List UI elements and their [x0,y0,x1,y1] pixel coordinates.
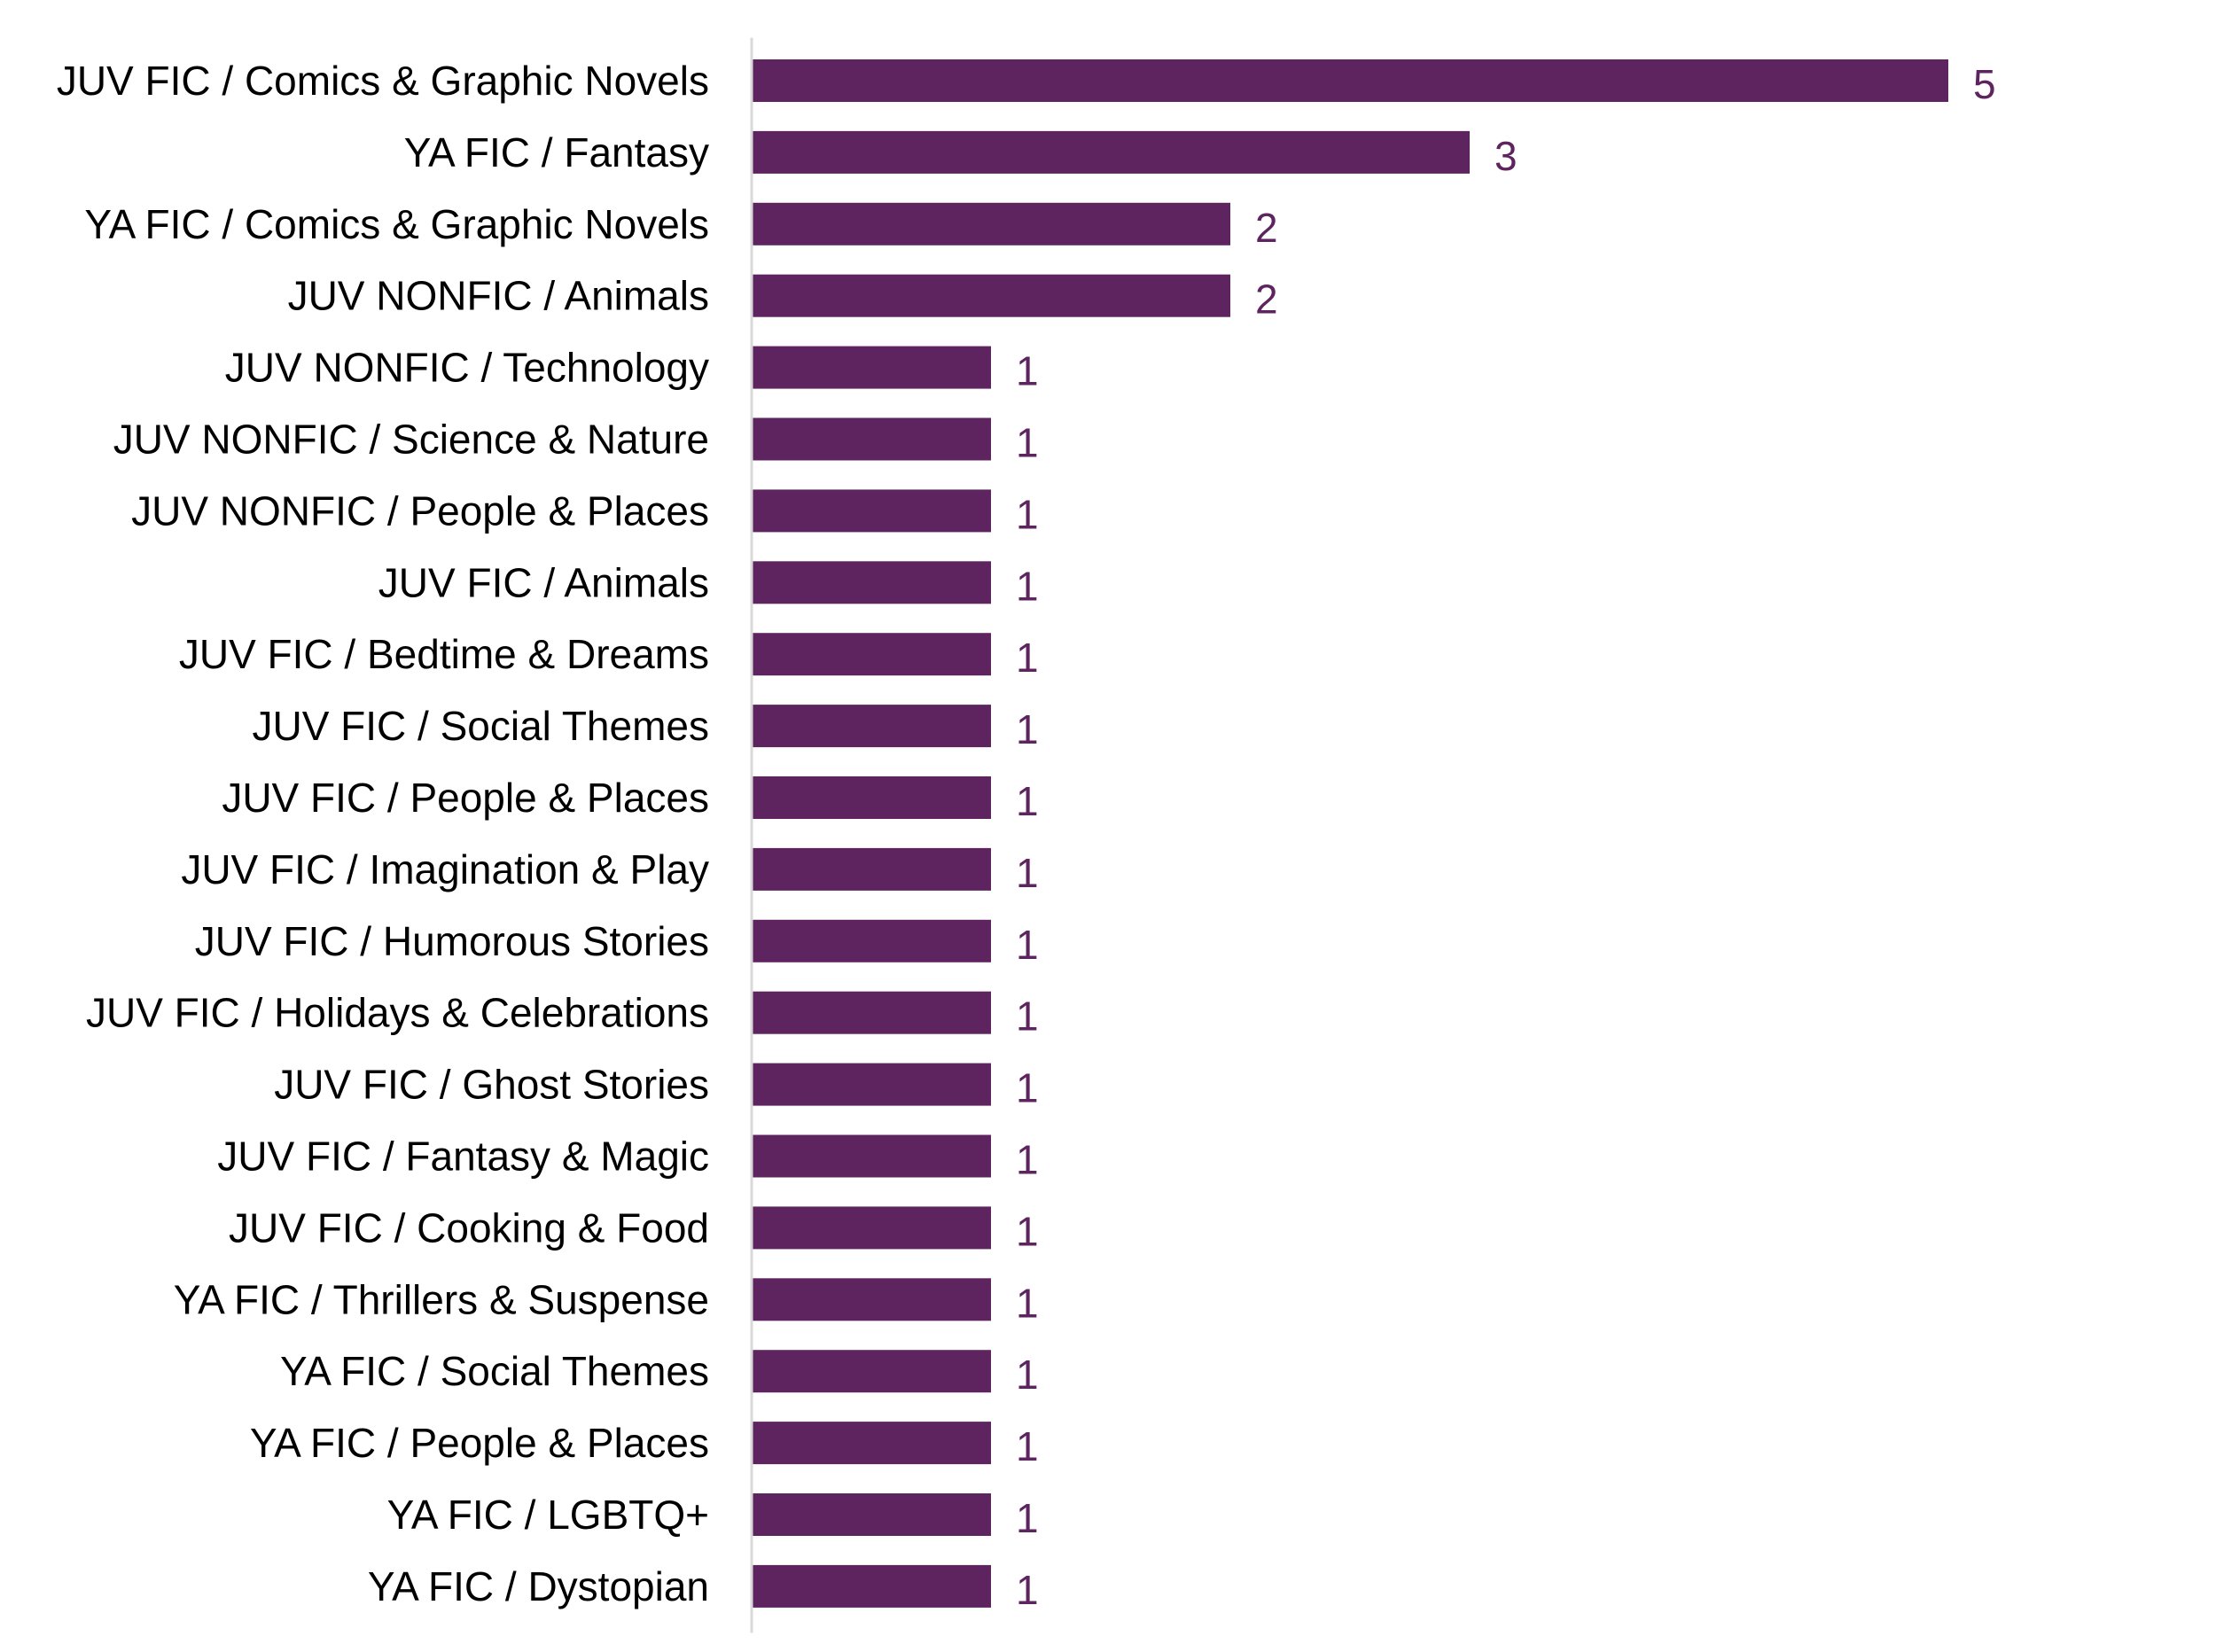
category-label-8: JUV FIC / Bedtime & Dreams [179,631,709,677]
category-label-7: JUV FIC / Animals [378,559,709,605]
bar-8 [752,633,991,676]
bar-16 [752,1206,991,1250]
bar-19 [752,1422,991,1465]
value-label-10: 1 [1016,778,1039,824]
category-label-21: YA FIC / Dystopian [368,1563,709,1609]
bar-4 [752,346,991,389]
value-label-7: 1 [1016,563,1039,609]
category-label-1: YA FIC / Fantasy [404,129,709,175]
value-label-4: 1 [1016,348,1039,394]
category-label-9: JUV FIC / Social Themes [252,703,709,749]
bar-17 [752,1278,991,1321]
category-label-16: JUV FIC / Cooking & Food [229,1204,709,1251]
value-label-15: 1 [1016,1137,1039,1183]
value-label-12: 1 [1016,922,1039,968]
category-label-12: JUV FIC / Humorous Stories [195,918,709,964]
value-label-13: 1 [1016,994,1039,1040]
bar-2 [752,202,1230,245]
category-label-19: YA FIC / People & Places [250,1420,709,1466]
category-label-3: JUV NONFIC / Animals [288,273,709,319]
bar-0 [752,59,1948,102]
category-label-17: YA FIC / Thrillers & Suspense [174,1276,709,1322]
value-label-1: 3 [1494,133,1518,179]
bar-20 [752,1493,991,1536]
category-labels-layer: JUV FIC / Comics & Graphic Novels YA FIC … [57,58,709,1609]
bar-11 [752,847,991,891]
value-label-5: 1 [1016,420,1039,466]
category-label-4: JUV NONFIC / Technology [225,345,709,391]
category-label-6: JUV NONFIC / People & Places [131,487,709,534]
bar-5 [752,417,991,461]
bar-3 [752,274,1230,317]
value-label-20: 1 [1016,1495,1039,1541]
category-label-20: YA FIC / LGBTQ+ [387,1492,709,1538]
value-label-11: 1 [1016,850,1039,896]
bar-7 [752,561,991,604]
bar-10 [752,776,991,819]
bar-9 [752,705,991,748]
value-label-14: 1 [1016,1065,1039,1111]
value-label-9: 1 [1016,706,1039,752]
category-label-10: JUV FIC / People & Places [222,775,709,821]
category-label-14: JUV FIC / Ghost Stories [274,1062,709,1108]
value-label-2: 2 [1255,205,1278,251]
category-label-11: JUV FIC / Imagination & Play [181,846,709,892]
bar-15 [752,1134,991,1178]
category-label-2: YA FIC / Comics & Graphic Novels [84,201,709,247]
value-label-21: 1 [1016,1567,1039,1613]
category-label-18: YA FIC / Social Themes [280,1348,709,1394]
value-label-17: 1 [1016,1280,1039,1326]
value-label-19: 1 [1016,1423,1039,1469]
value-label-0: 5 [1973,61,1996,107]
bar-18 [752,1350,991,1393]
bar-6 [752,489,991,533]
category-label-13: JUV FIC / Holidays & Celebrations [86,990,709,1036]
bars-layer [752,59,1948,1608]
value-label-3: 2 [1255,277,1278,323]
bar-13 [752,991,991,1034]
bar-21 [752,1564,991,1608]
bar-12 [752,919,991,962]
value-labels-layer: 5 3 2 2 1 1 1 1 1 1 1 1 1 1 1 1 1 1 1 1 1 1 [1016,61,1996,1613]
value-label-6: 1 [1016,491,1039,537]
category-label-5: JUV NONFIC / Science & Nature [113,417,709,463]
category-label-0: JUV FIC / Comics & Graphic Novels [57,58,709,104]
value-label-8: 1 [1016,635,1039,681]
value-label-16: 1 [1016,1208,1039,1254]
category-label-15: JUV FIC / Fantasy & Magic [217,1134,709,1180]
bar-1 [752,130,1470,174]
value-label-18: 1 [1016,1352,1039,1398]
bar-14 [752,1063,991,1106]
